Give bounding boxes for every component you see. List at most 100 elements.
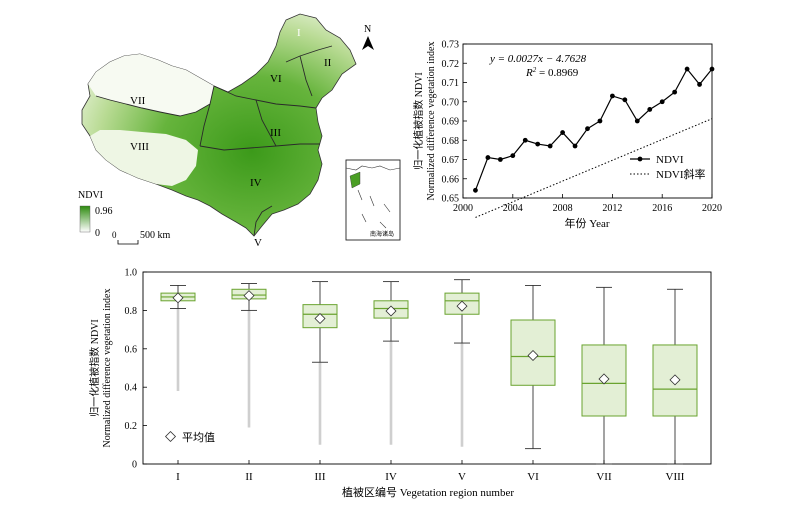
- trend-ytick-label: 0.70: [442, 97, 460, 108]
- box-plot-frame: [142, 271, 712, 465]
- trend-xtick-label: 2012: [602, 203, 622, 214]
- trend-xtick-label: 2008: [553, 203, 573, 214]
- box-mean-marker: [243, 290, 255, 302]
- box-mean-marker: [598, 373, 610, 385]
- boxplot-chart: 00.20.40.60.81.0 I II III IV V VI VII VIII 平均值 …: [88, 268, 712, 499]
- box-ytick-label: 0.8: [125, 306, 138, 317]
- box-ytick-label: 1.0: [125, 268, 138, 279]
- box-V: [444, 279, 480, 447]
- trend-xtick-label: 2020: [702, 203, 722, 214]
- box-mean-marker: [527, 350, 539, 362]
- region-label-i: I: [297, 27, 301, 39]
- box-legend-label: 平均值: [182, 431, 215, 444]
- trend-legend-ndvi: NDVI: [656, 154, 684, 166]
- trend-ytick-label: 0.67: [442, 155, 460, 166]
- box-xtick-label: IV: [385, 471, 397, 483]
- region-label-vi: VI: [270, 73, 282, 85]
- trend-point: [684, 66, 690, 72]
- trend-point: [560, 130, 565, 135]
- trend-point: [522, 137, 528, 143]
- box-mean-marker: [456, 300, 468, 312]
- trend-point: [659, 99, 665, 105]
- box-ytick-label: 0.6: [125, 344, 138, 355]
- trend-xtick-label: 2016: [652, 203, 672, 214]
- box-xtick-label: VII: [596, 471, 612, 483]
- trend-ytick-label: 0.72: [442, 59, 460, 70]
- box-mean-marker: [385, 305, 397, 317]
- trend-point: [473, 187, 478, 193]
- trend-point: [622, 97, 628, 103]
- trend-xtick-label: 2000: [453, 203, 473, 214]
- trend-legend: NDVI NDVI斜率: [630, 154, 706, 181]
- trend-point: [585, 126, 590, 132]
- trend-chart: 0.65 0.66 0.67 0.68 0.69 0.70 0.71 0.72 0.73 200…: [412, 40, 722, 231]
- box-ytick-label: 0: [132, 460, 137, 471]
- legend-min: 0: [95, 228, 100, 239]
- trend-point: [510, 153, 516, 159]
- trend-ylabel-cn: 归一化植被指数 NDVI: [412, 72, 425, 170]
- trend-ylabel-en: Normalized difference vegetation index: [426, 42, 437, 201]
- trend-ytick-label: 0.66: [442, 174, 460, 185]
- trend-point: [672, 89, 678, 95]
- box-xlabel: 植被区编号 Vegetation region number: [342, 485, 514, 499]
- box-xtick-label: II: [245, 471, 253, 483]
- region-label-iv: IV: [250, 177, 262, 189]
- trend-xtick-label: 2004: [503, 203, 523, 214]
- box-II: [231, 283, 267, 428]
- trend-ytick-label: 0.73: [442, 40, 460, 51]
- box-xtick-label: VIII: [666, 471, 685, 483]
- china-outline: [81, 13, 357, 237]
- trend-point: [547, 143, 553, 149]
- scale-bar: 0 500 km: [112, 230, 171, 245]
- region-label-vii: VII: [130, 95, 146, 107]
- box-xtick-label: I: [176, 471, 180, 483]
- box-ylabel-en: Normalized difference vegetation index: [102, 289, 113, 448]
- trend-ytick-label: 0.65: [442, 194, 460, 205]
- trend-point: [597, 118, 603, 124]
- inset-island: [349, 171, 361, 189]
- arid-west: [88, 54, 214, 116]
- box-VI: [510, 284, 556, 450]
- trend-legend-slope: NDVI斜率: [656, 167, 706, 181]
- legend-colorbar: [79, 205, 91, 233]
- box-mean-marker: [669, 374, 681, 386]
- trend-point: [485, 155, 491, 160]
- box-xtick-label: III: [315, 471, 326, 483]
- box-mean-marker: [314, 312, 326, 324]
- box-ytick-label: 0.4: [125, 383, 138, 394]
- ndvi-map: I II III IV V VI VII VIII N: [78, 13, 401, 249]
- legend-max: 0.96: [95, 206, 113, 217]
- region-label-iii: III: [270, 127, 281, 139]
- trend-point: [572, 143, 578, 149]
- scale-zero: 0: [112, 230, 117, 240]
- north-arrow-icon: [362, 36, 374, 50]
- trend-ytick-label: 0.69: [442, 117, 460, 128]
- trend-point: [634, 118, 640, 124]
- trend-ytick-label: 0.71: [442, 78, 460, 89]
- legend-title: NDVI: [78, 190, 103, 201]
- region-label-v: V: [254, 237, 262, 249]
- region-label-viii: VIII: [130, 141, 149, 153]
- box-ytick-label: 0.2: [125, 421, 138, 432]
- north-arrow: N: [362, 24, 374, 50]
- trend-point: [497, 157, 503, 162]
- box-IV: [373, 281, 409, 445]
- trend-r2: R2 = 0.8969: [525, 66, 579, 79]
- trend-point: [709, 66, 715, 72]
- box-VIII: [652, 288, 698, 465]
- box-ylabel-cn: 归一化植被指数 NDVI: [88, 319, 101, 417]
- trend-ytick-label: 0.68: [442, 136, 460, 147]
- trend-point: [697, 82, 702, 87]
- map-legend: NDVI 0.96 0: [78, 190, 113, 239]
- box-III: [302, 281, 338, 445]
- trend-point: [647, 107, 653, 112]
- trend-point: [610, 93, 615, 99]
- box-mean-marker: [172, 292, 184, 304]
- trend-equation: y = 0.0027x − 4.7628: [489, 53, 587, 65]
- tibet-plateau: [90, 130, 198, 186]
- trend-point: [535, 141, 541, 147]
- inset-islands: [357, 189, 391, 229]
- region-label-ii: II: [324, 57, 332, 69]
- mean-marker-legend-icon: [164, 430, 177, 443]
